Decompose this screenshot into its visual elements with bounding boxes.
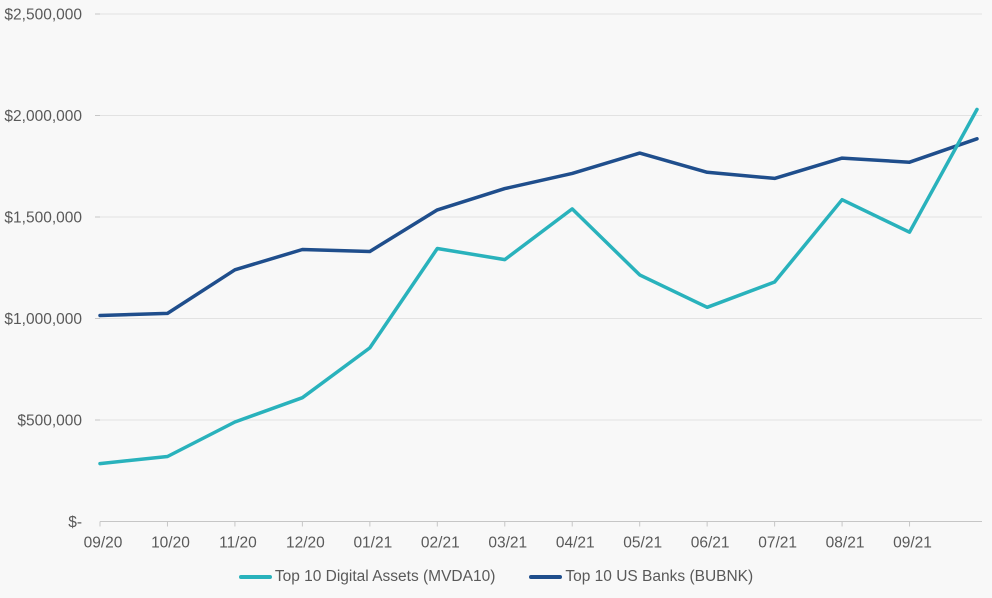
y-axis-label: $-: [68, 514, 82, 531]
x-axis-label: 05/21: [623, 535, 662, 552]
legend-label: Top 10 US Banks (BUBNK): [565, 568, 754, 585]
x-axis-label: 10/20: [151, 535, 190, 552]
x-axis-label: 12/20: [286, 535, 325, 552]
x-axis-label: 11/20: [219, 535, 257, 552]
y-axis-label: $2,000,000: [4, 108, 82, 125]
x-axis-label: 08/21: [826, 535, 865, 552]
x-axis-label: 01/21: [353, 535, 392, 552]
x-axis-label: 07/21: [758, 535, 797, 552]
series-line-digital-assets: [98, 107, 979, 466]
y-axis-label: $1,500,000: [4, 210, 82, 227]
y-axis-label: $1,000,000: [4, 311, 82, 328]
x-axis-label: 02/21: [421, 535, 460, 552]
legend-line-swatch: [529, 575, 563, 579]
chart-legend: Top 10 Digital Assets (MVDA10) Top 10 US …: [0, 568, 992, 586]
legend-label: Top 10 Digital Assets (MVDA10): [274, 568, 496, 585]
series-line-us-banks: [98, 137, 979, 318]
y-axis-label: $2,500,000: [4, 7, 82, 24]
legend-line-swatch: [238, 575, 272, 579]
x-axis-label: 09/21: [893, 535, 932, 552]
legend-item: Top 10 Digital Assets (MVDA10): [238, 568, 496, 586]
x-axis-label: 04/21: [556, 535, 595, 552]
x-axis-label: 09/20: [84, 535, 123, 552]
x-axis-label: 03/21: [488, 535, 527, 552]
y-axis-label: $500,000: [17, 413, 82, 430]
legend-item: Top 10 US Banks (BUBNK): [529, 568, 753, 586]
x-axis-label: 06/21: [691, 535, 730, 552]
